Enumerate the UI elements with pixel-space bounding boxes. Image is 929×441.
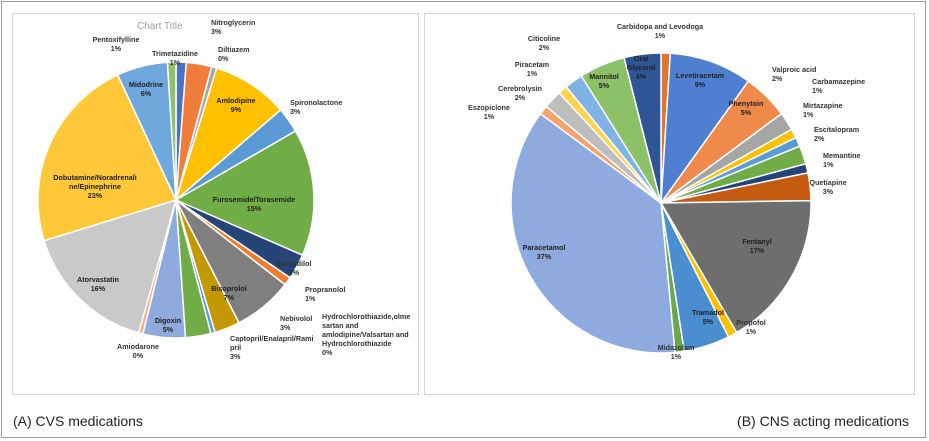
cns-label-levetiracetam: Levetiracetam 9% [676,71,724,89]
cvs-label-captopril-enalapril-ramipril: Captopril/Enalapril/Rami pril 3% [230,334,313,361]
cns-slice-fentanyl [659,199,812,334]
cns-label-escitalopram: Escitalopram 2% [814,125,859,143]
cns-label-propofol: Propofol 1% [736,318,766,336]
cns-label-phenytoin: Phenytoin 5% [729,99,764,117]
cvs-slice-pentoxifylline [166,61,177,201]
cns-label-tramadol: Tramadol 5% [692,308,724,326]
cvs-label-atorvastatin: Atorvastatin 16% [77,275,119,293]
cvs-label-propranolol: Propranolol 1% [305,285,345,303]
cns-label-piracetam: Piracetam 1% [515,60,549,78]
cns-label-eszopiclone: Eszopiclone 1% [468,103,510,121]
cns-label-paracetamol: Paracetamol 37% [523,243,566,261]
cns-label-fentanyl: Fentanyl 17% [742,237,772,255]
cvs-label-amiodarone: Amiodarone 0% [117,342,159,360]
caption-cvs: (A) CVS medications [13,413,143,429]
cns-slice-paracetamol [510,112,676,354]
caption-cns: (B) CNS acting medications [737,413,909,429]
cns-label-memantine: Memantine 1% [823,151,861,169]
cvs-pie [37,61,315,339]
cns-label-carbamazepine: Carbamazepine 1% [812,77,865,95]
cns-pie [510,52,812,354]
cvs-label-midodrine: Midodrine 6% [129,80,163,98]
cvs-slice-furosemide-torasemide [174,129,315,257]
cns-label-cerebrolysin: Cerebrolysin 2% [498,84,542,102]
cns-label-mirtazapine: Mirtazapine 1% [803,101,843,119]
cns-slice-levetiracetam [660,52,750,206]
cvs-label-trimetazidine: Trimetazidine 1% [152,49,198,67]
cvs-pie-labels: Trimetazidine 1% Nitroglycerin 3% Diltiazem 0… [53,18,410,361]
cvs-label-digoxin: Digoxin 5% [155,316,181,334]
cvs-label-hydrochlorothiazide-olmesartan-and-amlod: Hydrochlorothiazide,olme sartan and amlodi… [322,312,410,357]
chart-title: Chart Title [137,21,183,32]
cns-pie-labels: Carbidopa and Levodoga 1% Levetiracetam 9% P… [468,22,865,361]
cns-label-oral-glycerol: Oral Glycerol 4% [627,54,656,81]
cns-label-carbidopa-and-levodoga: Carbidopa and Levodoga 1% [617,22,704,40]
cns-label-valproic-acid: Valproic acid 2% [772,65,816,83]
cvs-label-diltiazem: Diltiazem 0% [218,45,250,63]
cns-label-quetiapine: Quetiapine 3% [809,178,846,196]
cvs-slice-dobutamine-noradrenaline-epinephrine [37,73,178,242]
cvs-label-nebivolol: Nebivolol 3% [280,314,312,332]
cvs-label-spironolactone: Spironolactone 3% [290,98,342,116]
cvs-label-dobutamine-noradrenaline-epinephrine: Dobutamine/Noradrenali ne/Epinephrine 23% [53,173,136,200]
cns-label-midazolam: Midazolam 1% [658,343,695,361]
cvs-label-bisoprolol: Bisoprolol 7% [211,284,247,302]
cvs-slice-atorvastatin [43,198,178,334]
cvs-label-nitroglycerin: Nitroglycerin 3% [211,18,255,36]
cvs-label-pentoxifylline: Pentoxifylline 1% [93,35,140,53]
cns-slice-oral-glycerol [623,52,662,204]
cvs-label-carvedilol: Carvedilol 3% [277,259,312,277]
cns-label-citicoline: Citicoline 2% [528,34,560,52]
cns-label-mannitol: Mannitol 5% [589,72,619,90]
cvs-label-amlodipine: Amlodipine 9% [216,96,255,114]
cvs-label-furosemide-torasemide: Furosemide/Torasemide 15% [213,195,296,213]
